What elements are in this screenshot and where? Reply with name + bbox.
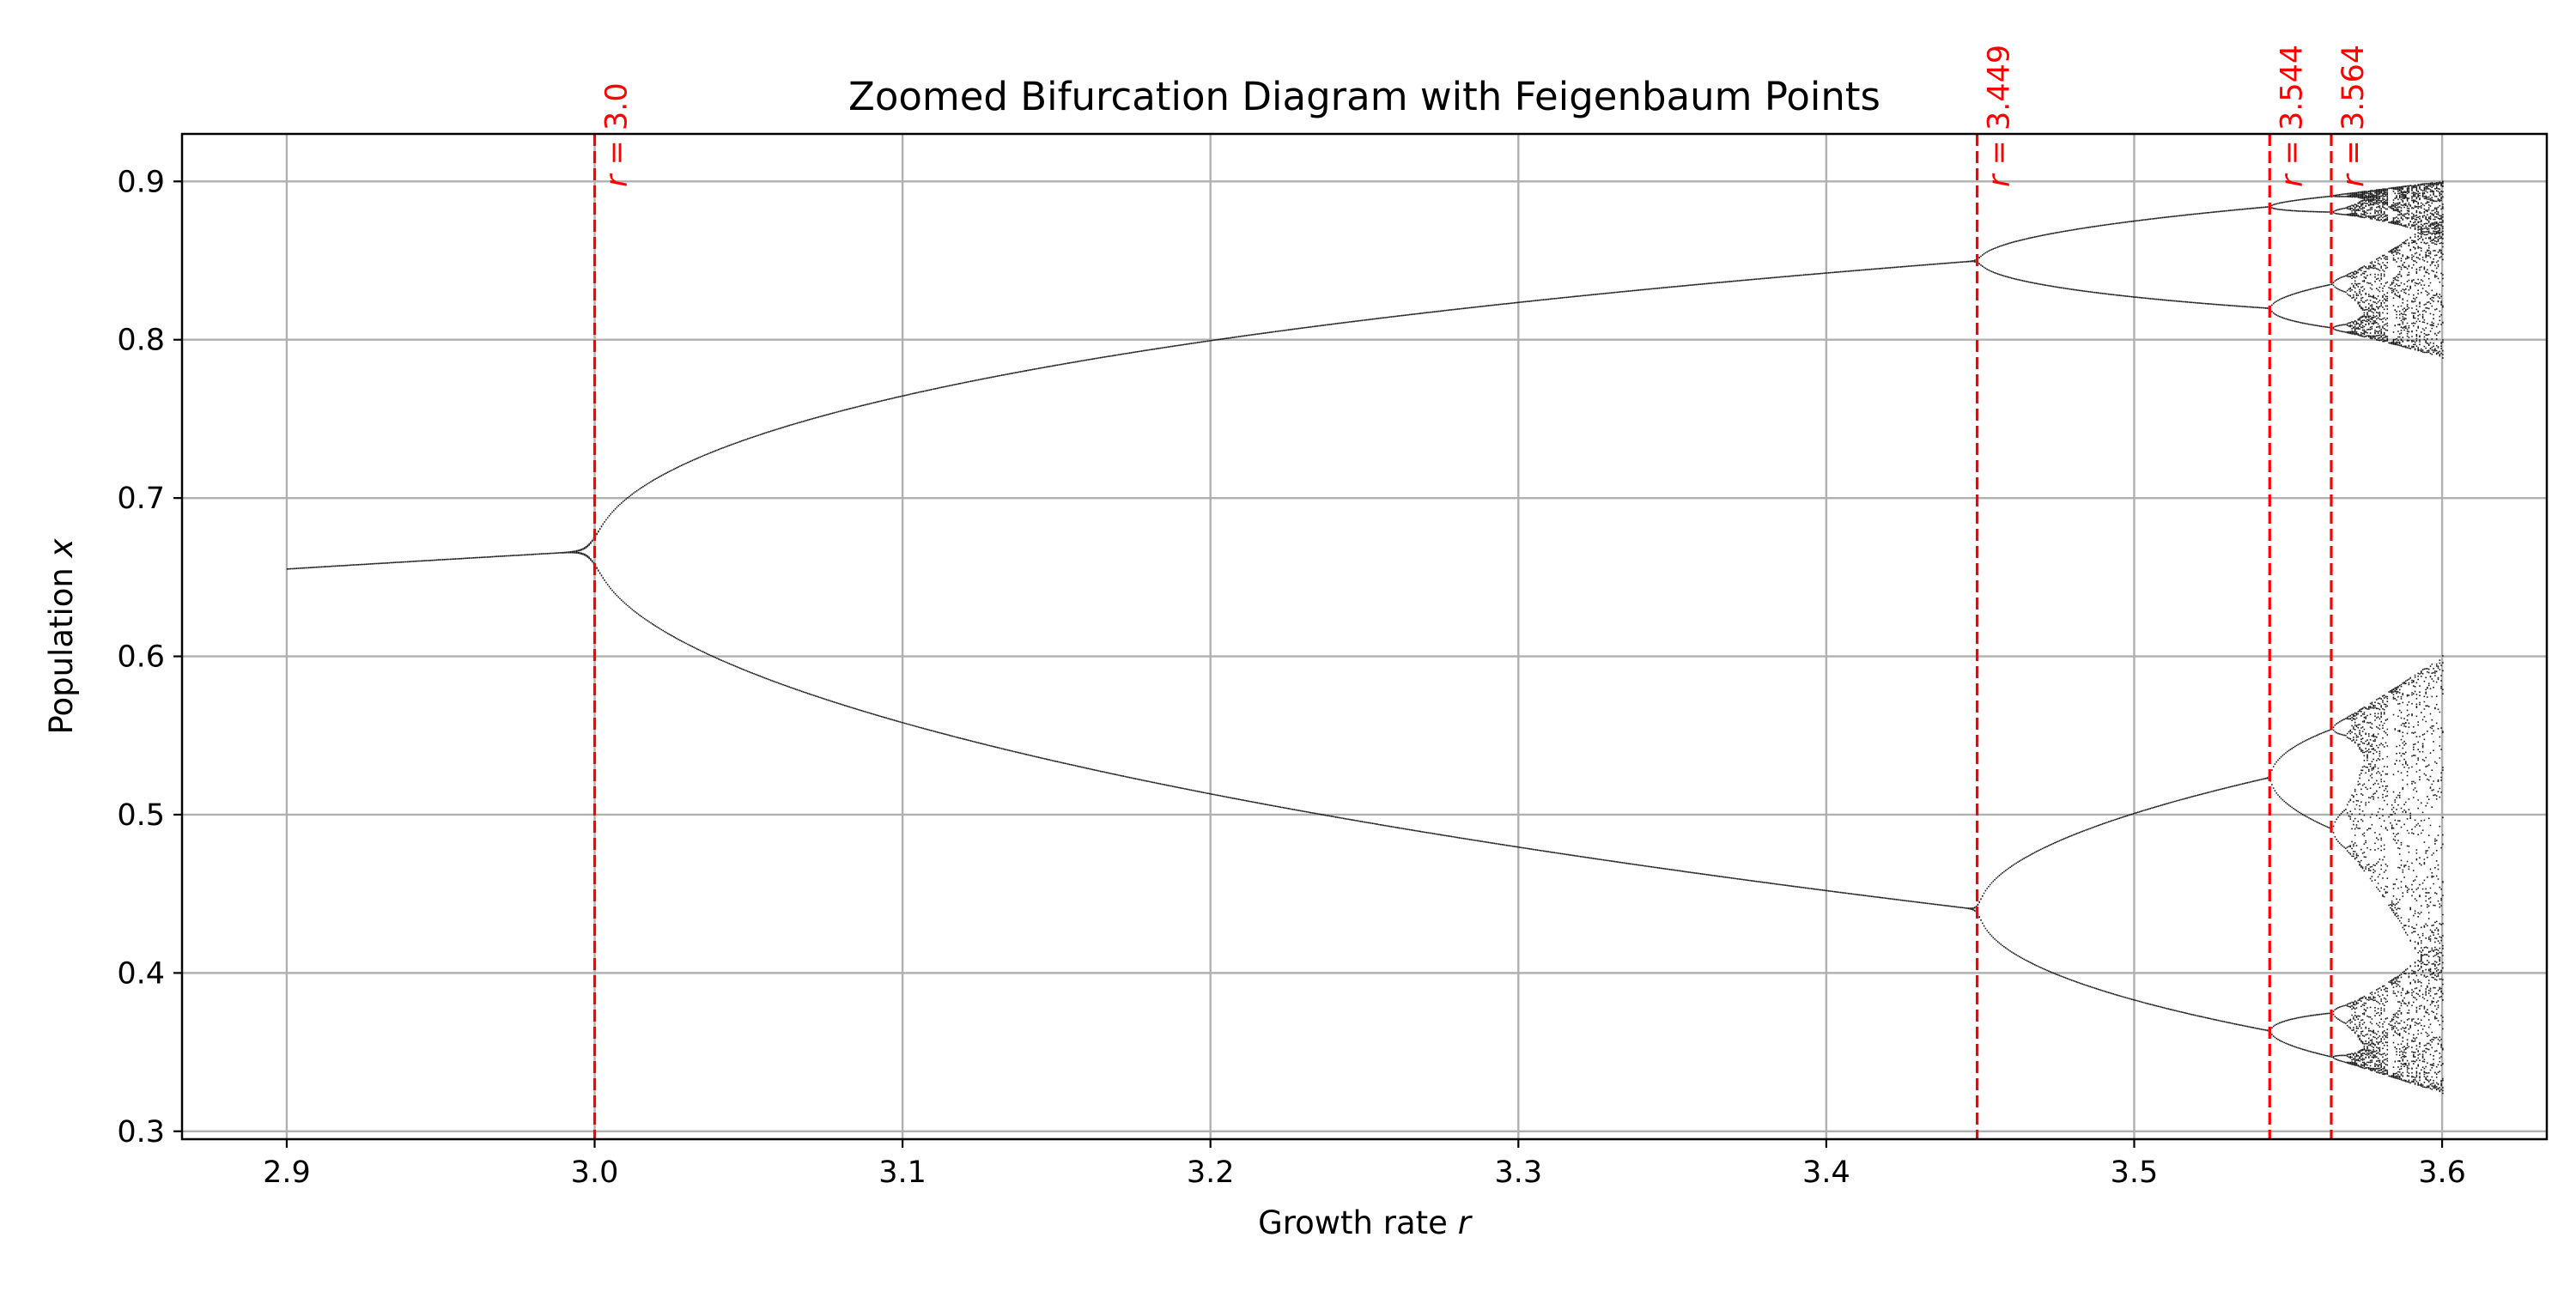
x-tick-label: 3.3 bbox=[1494, 1156, 1542, 1190]
x-tick-label: 3.4 bbox=[1802, 1156, 1850, 1190]
tick-layer: 2.9 3.0 3.1 3.2 3.3 3.4 3.5 3.6 0.3 0.4 0.5 0.6 0.7 0… bbox=[117, 165, 2466, 1190]
bifurcation-points bbox=[286, 180, 2444, 1095]
feigenbaum-label-var: r bbox=[2275, 173, 2309, 187]
y-tick-label: 0.8 bbox=[117, 324, 165, 358]
x-tick-label: 3.2 bbox=[1187, 1156, 1235, 1190]
feigenbaum-label-var: r bbox=[1983, 173, 2017, 187]
feigenbaum-label-0: r = 3.0 bbox=[600, 82, 635, 187]
chart-title: Zoomed Bifurcation Diagram with Feigenba… bbox=[848, 74, 1880, 119]
feigenbaum-label-2: r = 3.544 bbox=[2275, 45, 2309, 187]
y-axis-label-text: Population bbox=[43, 567, 80, 734]
x-tick-label: 3.5 bbox=[2111, 1156, 2159, 1190]
feigenbaum-label-var: r bbox=[2336, 173, 2371, 187]
x-axis-label: Growth rate r bbox=[1258, 1204, 1473, 1241]
feigenbaum-label-value: = 3.544 bbox=[2275, 45, 2309, 175]
y-tick-label: 0.7 bbox=[117, 482, 165, 516]
feigenbaum-label-3: r = 3.564 bbox=[2336, 45, 2371, 187]
y-tick-label: 0.5 bbox=[117, 798, 165, 833]
y-tick-label: 0.3 bbox=[117, 1115, 165, 1149]
grid-layer bbox=[182, 134, 2547, 1139]
x-tick-label: 2.9 bbox=[263, 1156, 311, 1190]
x-tick-label: 3.0 bbox=[571, 1156, 619, 1190]
feigenbaum-label-value: = 3.449 bbox=[1983, 45, 2017, 175]
feigenbaum-label-1: r = 3.449 bbox=[1983, 45, 2017, 187]
x-axis-label-text: Growth rate bbox=[1258, 1204, 1448, 1241]
y-tick-label: 0.9 bbox=[117, 165, 165, 199]
x-tick-label: 3.1 bbox=[878, 1156, 927, 1190]
y-tick-label: 0.6 bbox=[117, 640, 165, 675]
y-axis-label-var: x bbox=[43, 537, 80, 558]
feigenbaum-label-value: = 3.0 bbox=[600, 82, 635, 174]
y-axis-label: Population x bbox=[43, 537, 80, 734]
bifurcation-point-cloud bbox=[286, 180, 2444, 1095]
y-tick-label: 0.4 bbox=[117, 956, 165, 991]
x-tick-label: 3.6 bbox=[2418, 1156, 2466, 1190]
feigenbaum-label-var: r bbox=[600, 173, 635, 187]
feigenbaum-label-value: = 3.564 bbox=[2336, 45, 2371, 175]
x-axis-label-var: r bbox=[1458, 1204, 1473, 1241]
plot-frame bbox=[180, 132, 2549, 1141]
